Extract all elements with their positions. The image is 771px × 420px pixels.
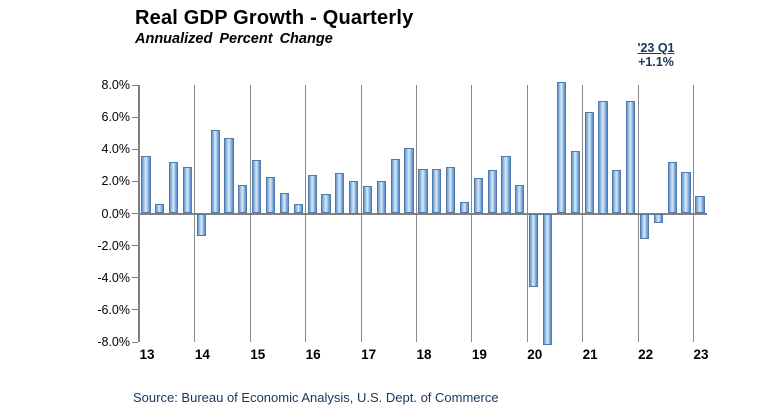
- x-tick-label-15: 15: [250, 347, 266, 362]
- x-tick-label-19: 19: [471, 347, 487, 362]
- y-tick-label--8.0%: -8.0%: [97, 335, 130, 349]
- zero-axis-line: [139, 212, 707, 215]
- bar-2020-q2: [542, 213, 553, 346]
- x-tick-label-21: 21: [582, 347, 598, 362]
- y-tick-label--4.0%: -4.0%: [97, 270, 130, 285]
- callout-value: +1.1%: [638, 55, 674, 69]
- bar-2022-q3: [667, 162, 677, 214]
- y-axis-tick: [131, 245, 138, 247]
- y-tick-label--6.0%: -6.0%: [97, 302, 130, 317]
- y-axis-tick: [131, 116, 138, 118]
- y-axis-tick: [131, 213, 138, 214]
- x-tick-label-14: 14: [194, 347, 210, 362]
- x-tick-label-13: 13: [139, 347, 155, 362]
- bar-2020-q3: [556, 81, 566, 214]
- y-axis-tick: [131, 180, 138, 182]
- bar-2013-q4: [182, 166, 193, 214]
- bar-2021-q4: [626, 101, 636, 214]
- bar-2020-q4: [570, 150, 580, 214]
- source-attribution: Source: Bureau of Economic Analysis, U.S…: [133, 390, 499, 405]
- x-tick-label-23: 23: [693, 347, 709, 362]
- bar-2017-q1: [362, 186, 373, 214]
- bar-2021-q3: [612, 170, 622, 214]
- y-tick-label--2.0%: -2.0%: [97, 238, 130, 253]
- bar-2019-q2: [487, 170, 497, 214]
- bar-2018-q3: [446, 166, 456, 214]
- bar-2022-q1: [639, 213, 650, 240]
- bar-2018-q2: [432, 168, 442, 214]
- bar-2017-q4: [404, 147, 414, 214]
- y-tick-label-0.0%: 0.0%: [101, 206, 131, 221]
- y-axis-line: [137, 85, 140, 342]
- chart-subtitle: Annualized Percent Change: [135, 31, 333, 47]
- bar-2013-q2: [155, 203, 165, 214]
- callout-quarter-label: '23 Q1: [637, 41, 675, 55]
- bar-2017-q2: [376, 181, 386, 214]
- y-tick-label-4.0%: 4.0%: [101, 142, 131, 157]
- bar-2015-q4: [293, 203, 303, 214]
- bar-2020-q1: [529, 213, 539, 288]
- latest-quarter-callout: '23 Q1 +1.1%: [612, 41, 700, 69]
- bar-2021-q2: [598, 101, 608, 214]
- bar-2018-q4: [459, 202, 470, 214]
- bar-2015-q3: [279, 192, 289, 214]
- bar-2014-q2: [210, 129, 220, 214]
- bar-2015-q2: [265, 176, 276, 214]
- bar-2013-q1: [141, 155, 151, 214]
- y-tick-label-6.0%: 6.0%: [101, 110, 131, 125]
- bar-2019-q1: [473, 178, 483, 214]
- bar-2018-q1: [418, 168, 428, 214]
- x-tick-label-18: 18: [416, 347, 432, 362]
- bar-2023-q1: [695, 195, 705, 214]
- bar-2014-q3: [224, 138, 234, 214]
- bar-2014-q1: [196, 213, 206, 236]
- bar-2019-q4: [515, 184, 525, 214]
- bar-2016-q1: [307, 174, 317, 214]
- bar-2022-q2: [653, 213, 663, 224]
- bar-2015-q1: [252, 160, 262, 214]
- x-tick-label-17: 17: [361, 347, 377, 362]
- x-tick-label-16: 16: [305, 347, 321, 362]
- y-axis-tick: [131, 84, 138, 86]
- y-axis-tick: [131, 148, 138, 150]
- x-tick-label-22: 22: [638, 347, 654, 362]
- bar-2017-q3: [390, 158, 400, 214]
- y-axis-tick: [131, 277, 138, 279]
- bar-2013-q3: [169, 162, 179, 214]
- y-tick-label-2.0%: 2.0%: [101, 174, 131, 189]
- chart-title: Real GDP Growth - Quarterly: [135, 7, 414, 29]
- bar-2016-q3: [335, 173, 345, 214]
- y-axis-tick: [131, 341, 138, 343]
- bar-2016-q4: [349, 181, 359, 214]
- bar-2016-q2: [321, 194, 331, 214]
- bar-2021-q1: [584, 112, 594, 214]
- bar-2022-q4: [681, 171, 691, 214]
- y-tick-label-8.0%: 8.0%: [101, 78, 131, 92]
- y-axis-tick: [131, 309, 138, 311]
- bar-2014-q4: [238, 184, 248, 214]
- x-tick-label-20: 20: [527, 347, 543, 362]
- bar-2019-q3: [501, 155, 511, 214]
